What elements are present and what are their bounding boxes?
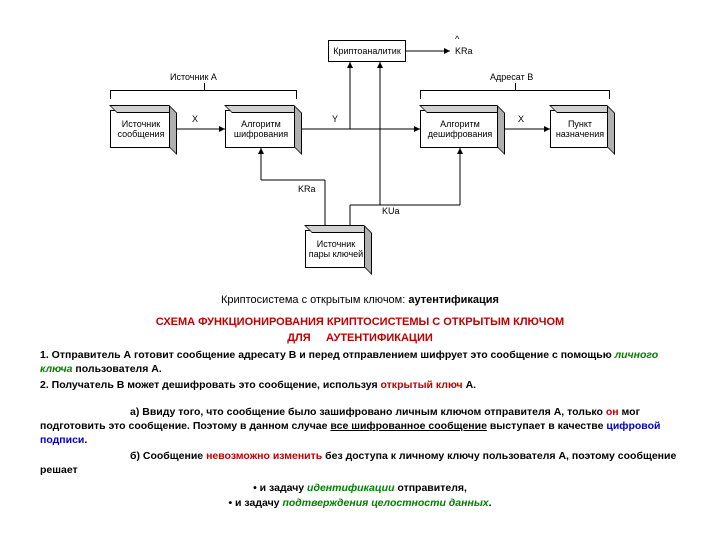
- node-msg-source: Источник сообщения: [110, 110, 172, 148]
- group-label-left: Источник А: [170, 72, 217, 82]
- title-line2: ДЛЯ АУТЕНТИФИКАЦИИ: [40, 332, 680, 344]
- edge-label-kua: KUa: [382, 206, 400, 216]
- edge-label-kra: KRa: [298, 184, 316, 194]
- para-3: а) Ввиду того, что сообщение было зашифр…: [40, 405, 680, 448]
- caption-bold: аутентификация: [408, 294, 499, 306]
- edge-label-y: Y: [332, 114, 338, 124]
- title-line2a: ДЛЯ: [287, 332, 310, 344]
- bracket-right: [420, 90, 610, 99]
- title-line1: СХЕМА ФУНКЦИОНИРОВАНИЯ КРИПТОСИСТЕМЫ С О…: [40, 316, 680, 328]
- caption-prefix: Криптосистема с открытым ключом:: [221, 294, 408, 306]
- group-label-right: Адресат В: [490, 72, 533, 82]
- bracket-left: [110, 90, 297, 99]
- edge-label-x1: X: [192, 114, 198, 124]
- diagram-area: Источник А Адресат В Источник сообщения …: [40, 20, 680, 290]
- title-line2b: АУТЕНТИФИКАЦИИ: [326, 332, 433, 344]
- node-dest: Пункт назначения: [550, 110, 610, 148]
- edge-label-x2: X: [518, 114, 524, 124]
- diagram-caption: Криптосистема с открытым ключом: аутенти…: [40, 294, 680, 306]
- node-cryptoanalyst: Криптоаналитик: [328, 40, 406, 62]
- node-key-source: Источник пары ключей: [305, 230, 367, 268]
- para-4: б) Сообщение невозможно изменить без дос…: [40, 449, 680, 477]
- node-decrypt: Алгоритм дешифрования: [420, 110, 500, 148]
- bullets: • и задачу идентификации отправителя, • …: [40, 481, 680, 509]
- para-2: 2. Получатель В может дешифровать это со…: [40, 378, 680, 392]
- edge-label-kra-hat: KRa: [455, 46, 473, 56]
- edge-label-hat: ^: [455, 34, 459, 44]
- para-1: 1. Отправитель А готовит сообщение адрес…: [40, 348, 680, 376]
- body-text: 1. Отправитель А готовит сообщение адрес…: [40, 348, 680, 510]
- node-encrypt: Алгоритм шифрования: [225, 110, 297, 148]
